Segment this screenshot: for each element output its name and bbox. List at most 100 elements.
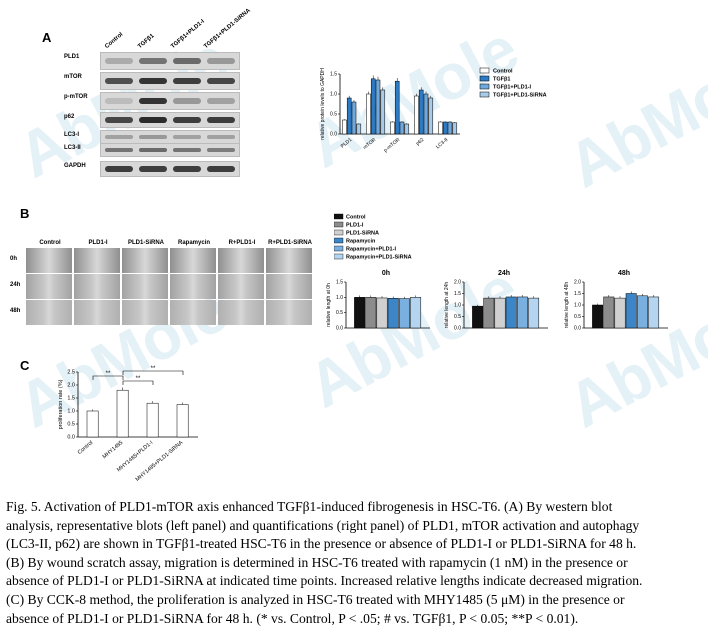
y-tick-label: 1.5 [454,291,461,297]
blot-band [173,134,201,140]
bar [387,298,399,329]
legend-swatch [479,67,490,74]
bar [398,298,410,329]
y-tick-label: 1.0 [574,303,581,309]
bar [423,93,429,135]
blot-row-label: GAPDH [64,163,86,169]
y-tick-label: 0.5 [454,314,461,320]
bar [410,297,422,329]
panel-a-letter: A [42,30,52,45]
blot-band [173,117,201,123]
scratch-image [170,274,216,299]
significance-bracket [122,380,154,385]
legend-label: Rapamycin+PLD1-I [346,247,396,253]
bar [528,297,540,329]
lane-label: TGFβ1+PLD1-I [170,18,206,50]
category-label: p-mTOR [383,137,402,154]
legend-swatch [334,253,344,260]
blot-band [105,134,133,140]
blot-row-label: mTOR [64,74,82,80]
y-tick-label: 1.5 [67,396,75,402]
y-tick-label: 1.5 [330,72,337,78]
y-axis-label: proliferation rate (%) [58,379,64,429]
legend-swatch [334,245,344,252]
blot-band [139,134,167,140]
y-tick-label: 1.0 [336,295,343,301]
legend-swatch [334,221,344,228]
bar [365,297,377,329]
bar [447,121,453,135]
blot-band [207,147,235,153]
scratch-image [218,274,264,299]
panel-c-letter: C [20,358,30,373]
bar [375,79,381,135]
category-label: Control [77,440,94,456]
scratch-column-label: PLD1-SiRNA [127,240,164,246]
legend-swatch [334,237,344,244]
blot-band [105,97,133,105]
bar [483,297,495,329]
significance-bracket [122,370,184,375]
bar [146,402,159,438]
lane-label: Control [104,31,125,50]
y-tick-label: 1.0 [67,409,75,415]
caption-line: Fig. 5. Activation of PLD1-mTOR axis enh… [6,499,613,514]
blot-band [105,77,133,85]
significance-bracket [92,375,124,380]
scratch-image [218,248,264,273]
y-axis-label: relative length at 24h [444,282,450,329]
blot-strip [100,161,240,177]
blot-band [207,97,235,105]
y-axis-label: relative protein levels to GAPDH [320,68,326,140]
category-label: PLD1 [340,137,354,150]
blot-band [139,166,167,172]
legend-label: TGFβ1+PLD1-I [493,85,532,91]
legend-label: Rapamycin [346,239,376,245]
blot-row-label: LC3-I [64,132,79,138]
panel-b-letter: B [20,206,30,221]
bar [592,304,604,329]
bar [438,121,443,135]
caption-line: absence of PLD1-I or PLD1-SiRNA at indic… [6,573,643,589]
scratch-image [74,300,120,325]
bar [370,78,376,135]
chart-title: 0h [382,270,390,277]
bar [452,122,458,135]
legend-label: PLD1-I [346,223,364,229]
blot-band [207,77,235,85]
scratch-image [74,248,120,273]
legend-label: Rapamycin+PLD1-SiRNA [346,255,412,261]
blot-strip [100,92,240,110]
scratch-column-label: R+PLD1-I [228,240,256,246]
scratch-image [26,300,72,325]
blot-strip [100,112,240,128]
scratch-image [26,274,72,299]
scratch-image [218,300,264,325]
bar [380,89,386,135]
y-tick-label: 0.0 [67,435,75,441]
lane-label: TGFβ1 [137,33,156,50]
category-label: MHY1485 [102,440,125,460]
scratch-image [266,300,312,325]
bar [390,121,395,135]
lane-label: TGFβ1+PLD1-SiRNA [203,7,252,50]
blot-band [105,117,133,123]
legend-label: PLD1-SiRNA [346,231,379,237]
blot-band [139,147,167,153]
blot-band [139,57,167,65]
scratch-row-label: 0h [10,256,18,262]
chart-a: 0.0 0.5 1.0 1.5 relative protein levels to G… [320,67,547,154]
blot-row-label: LC3-II [64,145,81,151]
blot-band [139,97,167,105]
chart-b-24h: 24h 0.0 0.5 1.0 1.5 2.0 relative length at 24h [444,270,548,332]
bar [418,89,424,135]
scratch-row-label: 48h [10,308,21,314]
legend-swatch [334,213,344,220]
caption-line: (B) By wound scratch assay, migration is… [6,554,628,570]
y-tick-label: 2.0 [67,383,75,389]
y-tick-label: 1.5 [336,280,343,286]
blot-strip [100,130,240,144]
bar [176,404,189,438]
scratch-image [74,274,120,299]
